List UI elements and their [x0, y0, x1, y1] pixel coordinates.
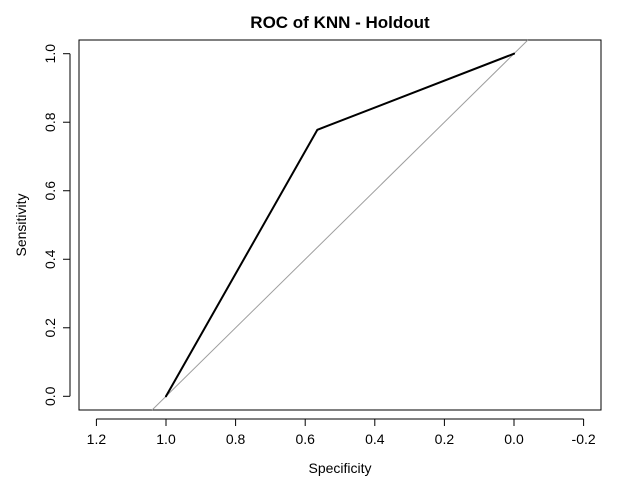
y-axis: 0.0 0.2 0.4 0.6 0.8 1.0: [42, 44, 71, 406]
chart-title: ROC of KNN - Holdout: [250, 13, 430, 32]
y-axis-label: Sensitivity: [13, 193, 29, 256]
y-tick-label: 0.8: [42, 112, 58, 132]
x-tick-label: 0.2: [435, 431, 455, 447]
roc-curve-point: [513, 52, 515, 55]
y-tick-label: 0.6: [42, 181, 58, 201]
y-tick-label: 0.0: [42, 386, 58, 406]
x-tick-label: 0.0: [504, 431, 524, 447]
chance-diagonal-line: [151, 39, 529, 411]
x-tick-label: 0.4: [365, 431, 385, 447]
x-tick-label: 0.6: [295, 431, 315, 447]
x-axis-label: Specificity: [308, 460, 371, 476]
reference-line-layer: [151, 39, 529, 411]
x-axis: 1.2 1.0 0.8 0.6 0.4 0.2 0.0 -0.2: [87, 418, 596, 447]
roc-curve-point: [165, 395, 167, 398]
x-tick-label: 1.2: [87, 431, 107, 447]
y-tick-label: 1.0: [42, 44, 58, 64]
roc-curve-point: [316, 128, 319, 131]
y-tick-label: 0.2: [42, 318, 58, 338]
x-tick-label: -0.2: [572, 431, 596, 447]
x-tick-label: 0.8: [226, 431, 246, 447]
series-layer: [165, 52, 515, 398]
y-tick-label: 0.4: [42, 249, 58, 269]
plot-frame: [78, 39, 602, 411]
x-tick-label: 1.0: [156, 431, 176, 447]
